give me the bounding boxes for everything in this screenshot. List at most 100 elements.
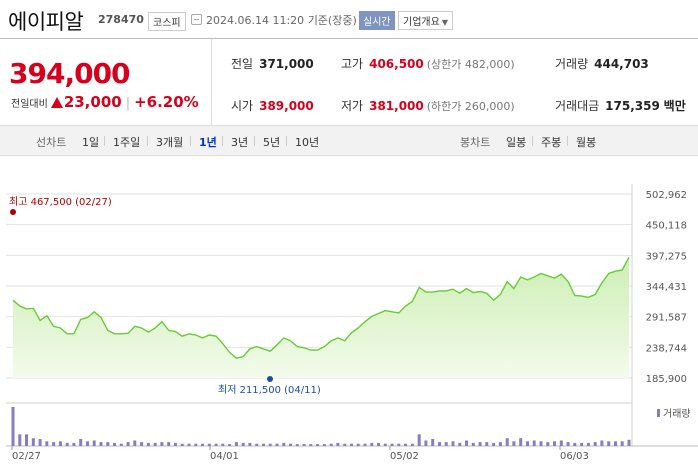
stat-label: 고가 [341, 57, 364, 71]
volume-bar [72, 442, 76, 446]
volume-bar [140, 442, 144, 446]
stat-volume: 거래량 444,703 [555, 55, 649, 72]
line-chart-label: 선차트 [36, 136, 67, 149]
volume-bar [478, 442, 482, 446]
y-tick-label: 185,900 [646, 374, 687, 385]
volume-bar [519, 438, 523, 446]
volume-bar [18, 434, 22, 446]
candle-chart-label: 봉차트 [460, 136, 491, 149]
volume-bar [302, 444, 306, 447]
volume-bar [526, 441, 529, 446]
change-amount: 23,000 [63, 93, 122, 111]
volume-bar [607, 441, 611, 446]
volume-bar [221, 443, 225, 446]
volume-bar [350, 443, 353, 446]
volume-bar [417, 434, 421, 446]
volume-bar [282, 442, 286, 446]
volume-bar [268, 443, 272, 446]
volume-bar [451, 441, 455, 446]
stat-value: 381,000 [369, 99, 424, 113]
volume-bar [600, 440, 604, 446]
volume-bar [275, 443, 279, 446]
current-price: 394,000 [9, 57, 131, 90]
price-change-row: 전일대비 23,000 | +6.20% [11, 93, 199, 111]
tab-10y[interactable]: 10년 [295, 136, 320, 149]
high-marker [10, 209, 16, 215]
volume-bar [58, 441, 62, 446]
volume-legend-swatch [657, 409, 660, 417]
tab-5y[interactable]: 5년 [263, 136, 281, 149]
volume-bar [322, 444, 326, 447]
volume-bar [106, 442, 110, 446]
divider: | [125, 96, 131, 111]
price-chart[interactable]: 502,962 450,118 397,275 344,431 291,587 238,7… [0, 156, 698, 472]
volume-bar [566, 442, 570, 446]
x-tick-label: 02/27 [12, 451, 41, 462]
volume-bar [539, 441, 543, 446]
volume-bar [262, 443, 265, 446]
realtime-button[interactable]: 실시간 [359, 11, 395, 30]
volume-bar [410, 443, 414, 446]
chart-tabs: 선차트 1일 1주일 3개월 1년 3년 5년 10년 봉차트 일봉 주봉 월봉 [0, 126, 698, 156]
volume-bar [194, 443, 198, 446]
y-tick-label: 291,587 [646, 313, 687, 324]
stat-value: 175,359 [605, 99, 660, 113]
volume-bar [593, 442, 597, 446]
stat-value: 371,000 [259, 57, 314, 71]
volume-bar [485, 442, 489, 446]
volume-bar [255, 443, 259, 446]
price-area-fill [13, 257, 629, 378]
volume-bar [289, 443, 292, 446]
stat-sub: (상한가 482,000) [426, 58, 515, 71]
volume-bar [38, 439, 42, 446]
stat-unit: 백만 [663, 99, 686, 113]
stat-value: 444,703 [594, 57, 649, 71]
volume-bar [336, 442, 340, 446]
volume-bar [465, 440, 468, 446]
volume-bar [390, 443, 394, 446]
price-chart-svg: 502,962 450,118 397,275 344,431 291,587 238,7… [6, 184, 698, 462]
company-overview-label: 기업개요 [403, 17, 440, 28]
volume-bar [424, 440, 428, 446]
volume-bar [397, 443, 401, 446]
stat-prev-close: 전일 371,000 [231, 55, 314, 72]
tab-daily-candle[interactable]: 일봉 [506, 136, 527, 149]
volume-bar [627, 439, 631, 446]
company-overview-dropdown[interactable]: 기업개요 ▼ [398, 11, 453, 30]
volume-bar [458, 442, 462, 446]
y-tick-label: 344,431 [646, 282, 687, 293]
y-tick-label: 238,744 [646, 343, 687, 354]
volume-bar [343, 443, 347, 446]
tab-divider [147, 136, 148, 146]
tab-weekly-candle[interactable]: 주봉 [541, 136, 562, 149]
tab-1d[interactable]: 1일 [82, 136, 100, 149]
volume-bar [241, 442, 245, 446]
tab-3m[interactable]: 3개월 [156, 136, 184, 149]
datetime-value: 2024.06.14 11:20 [206, 14, 305, 27]
volume-bar [119, 443, 123, 446]
current-price-box: 394,000 전일대비 23,000 | +6.20% [0, 39, 212, 126]
volume-bar [377, 442, 380, 446]
caret-down-icon: ▼ [441, 18, 448, 27]
low-marker [267, 376, 273, 382]
stat-label: 거래대금 [555, 99, 600, 113]
up-arrow-icon [50, 97, 63, 108]
volume-bar [214, 443, 218, 446]
stock-code: 278470 [98, 13, 144, 26]
tab-1w[interactable]: 1주일 [113, 136, 141, 149]
stat-value: 389,000 [259, 99, 314, 113]
volume-bar [248, 442, 252, 446]
volume-bar [113, 442, 116, 446]
tab-3y[interactable]: 3년 [231, 136, 249, 149]
volume-bar [553, 441, 556, 446]
tab-1y[interactable]: 1년 [199, 136, 217, 149]
price-series-line [12, 256, 630, 359]
tab-monthly-candle[interactable]: 월봉 [576, 136, 597, 149]
volume-bar [431, 439, 435, 446]
stat-value: 406,500 [369, 57, 424, 71]
volume-bar [309, 444, 313, 447]
stock-header: 에이피알 278470 코스피 2024.06.14 11:20 기준(장중) … [0, 0, 698, 38]
volume-bar [234, 442, 238, 446]
stat-open: 시가 389,000 [231, 97, 314, 114]
tab-divider [567, 136, 568, 146]
